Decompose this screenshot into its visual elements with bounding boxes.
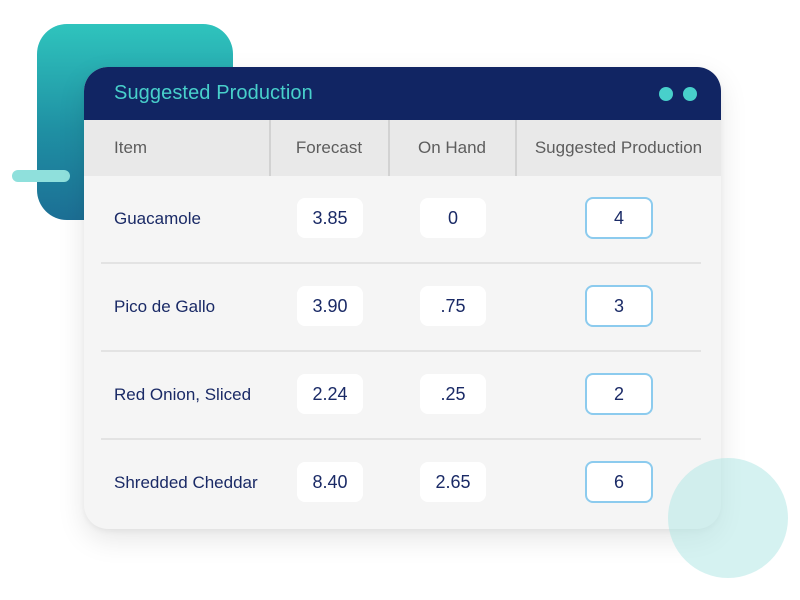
column-header-suggested-production: Suggested Production	[534, 138, 703, 157]
table-row: Guacamole 3.85 0 4	[84, 176, 721, 264]
on-hand-value: .75	[420, 286, 486, 326]
row-divider	[101, 438, 701, 440]
table-body: Guacamole 3.85 0 4 Pico de Gallo 3.90 .7…	[84, 176, 721, 528]
table-header: Item Forecast On Hand Suggested Producti…	[84, 120, 721, 176]
window-title: Suggested Production	[114, 82, 313, 104]
suggested-production-input[interactable]: 3	[585, 285, 653, 327]
forecast-value: 3.85	[297, 198, 363, 238]
table-row: Pico de Gallo 3.90 .75 3	[84, 264, 721, 352]
row-divider	[101, 262, 701, 264]
item-name: Red Onion, Sliced	[114, 385, 252, 404]
item-name: Pico de Gallo	[114, 297, 216, 316]
suggested-production-window: Suggested Production Item Forecast On Ha…	[84, 67, 721, 529]
column-divider	[388, 120, 390, 176]
window-titlebar: Suggested Production	[84, 67, 721, 120]
column-divider	[269, 120, 271, 176]
item-name: Guacamole	[114, 209, 201, 228]
column-divider	[515, 120, 517, 176]
suggested-production-input[interactable]: 2	[585, 373, 653, 415]
decorative-bar	[12, 170, 70, 182]
item-name: Shredded Cheddar	[114, 473, 258, 492]
on-hand-value: .25	[420, 374, 486, 414]
column-header-on-hand: On Hand	[417, 138, 487, 157]
window-controls	[659, 86, 697, 101]
suggested-production-input[interactable]: 4	[585, 197, 653, 239]
window-control-dot-icon[interactable]	[659, 86, 673, 101]
on-hand-value: 0	[420, 198, 486, 238]
column-header-forecast: Forecast	[295, 138, 363, 157]
on-hand-value: 2.65	[420, 462, 486, 502]
table-row: Shredded Cheddar 8.40 2.65 6	[84, 440, 721, 528]
table-row: Red Onion, Sliced 2.24 .25 2	[84, 352, 721, 440]
row-divider	[101, 350, 701, 352]
column-header-item: Item	[114, 138, 148, 157]
suggested-production-input[interactable]: 6	[585, 461, 653, 503]
decorative-circle	[668, 458, 788, 578]
window-control-dot-icon[interactable]	[683, 86, 697, 101]
forecast-value: 8.40	[297, 462, 363, 502]
forecast-value: 2.24	[297, 374, 363, 414]
forecast-value: 3.90	[297, 286, 363, 326]
